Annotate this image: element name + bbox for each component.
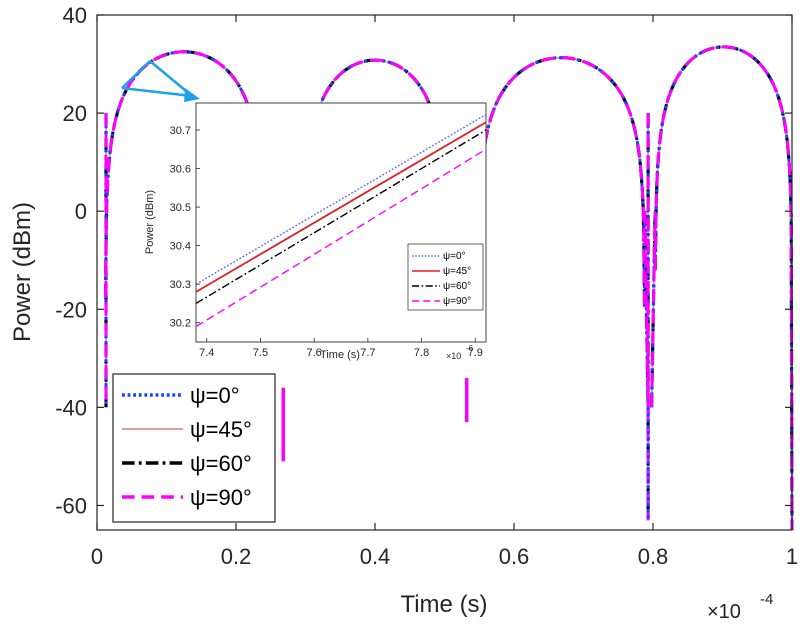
inset-legend-label-0: ψ=0° (443, 251, 466, 262)
main-x-tick-label: 0.6 (499, 544, 530, 569)
inset-ticks: 7.4 7.5 7.6 7.7 7.8 7.9 30.7 30.6 30.5 30.4 30.3 30… (170, 125, 483, 359)
main-x-tick-label: 0.4 (360, 544, 391, 569)
main-y-tick-label: -40 (55, 395, 87, 420)
main-y-tick-label: 20 (63, 101, 87, 126)
inset-x-tick-label: 7.7 (360, 347, 375, 359)
zoom-arrow-shaft (121, 86, 193, 98)
inset-y-tick-label: 30.2 (170, 318, 191, 330)
inset-series-lines (195, 113, 487, 328)
inset-x-tick-label: 7.8 (414, 347, 429, 359)
main-x-tick-label: 1 (786, 544, 798, 569)
main-axes (96, 14, 793, 531)
main-y-tick-label: -20 (55, 297, 87, 322)
inset-x-tick-label: 7.4 (199, 347, 214, 359)
inset-y-tick-label: 30.5 (170, 202, 191, 214)
inset-y-axis-label: Power (dBm) (144, 190, 156, 254)
main-legend-label-3: ψ=90° (190, 485, 252, 510)
inset-legend: ψ=0° ψ=45° ψ=60° ψ=90° (407, 243, 484, 311)
zoom-arrow-head (184, 88, 200, 102)
inset-x-tick-label: 7.5 (253, 347, 268, 359)
main-x-multiplier-base: ×10 (707, 601, 741, 623)
inset-legend-label-3: ψ=90° (443, 296, 471, 307)
main-legend-label-0: ψ=0° (190, 383, 240, 408)
inset-legend-box (407, 243, 484, 311)
main-legend-box (112, 373, 276, 523)
inset-chart: 7.4 7.5 7.6 7.7 7.8 7.9 30.7 30.6 30.5 30.4 30.3 30… (144, 102, 487, 361)
main-x-tick-label: 0.8 (638, 544, 669, 569)
main-legend: ψ=0° ψ=45° ψ=60° ψ=90° (112, 373, 276, 523)
main-x-tick-label: 0.2 (221, 544, 252, 569)
inset-x-tick-label: 7.6 (306, 347, 321, 359)
inset-legend-label-2: ψ=60° (443, 281, 471, 292)
zoom-arrow-upper (121, 60, 151, 89)
inset-y-tick-label: 30.7 (170, 125, 191, 137)
main-legend-label-1: ψ=45° (190, 417, 252, 442)
main-ticks: 0 0.2 0.4 0.6 0.8 1 40 20 0 -20 -40 -60 (55, 3, 798, 569)
main-y-axis-label: Power (dBm) (9, 202, 36, 342)
inset-x-axis-label: Time (s) (320, 349, 360, 361)
zoom-arrow (121, 60, 200, 102)
inset-series-line-3 (195, 148, 487, 328)
inset-x-tick-label: 7.9 (468, 347, 483, 359)
inset-y-tick-label: 30.6 (170, 164, 191, 176)
inset-series-line-2 (195, 129, 487, 305)
main-y-tick-label: -60 (55, 493, 87, 518)
main-plot-frame (96, 14, 793, 531)
main-legend-label-2: ψ=60° (190, 451, 252, 476)
main-x-multiplier: ×10 -4 (707, 591, 773, 623)
main-x-tick-label: 0 (91, 544, 103, 569)
inset-x-multiplier-base: ×10 (446, 351, 461, 361)
main-y-tick-label: 0 (75, 199, 87, 224)
main-series-lines (103, 45, 794, 531)
main-series-line-3 (104, 45, 794, 531)
main-y-tick-label: 40 (63, 3, 87, 28)
inset-legend-label-1: ψ=45° (443, 266, 471, 277)
inset-series-line-1 (195, 121, 487, 293)
inset-y-tick-label: 30.3 (170, 279, 191, 291)
main-x-multiplier-exponent: -4 (760, 591, 773, 608)
inset-x-multiplier: ×10 -6 (446, 344, 474, 361)
inset-y-tick-label: 30.4 (170, 241, 191, 253)
main-x-axis-label: Time (s) (400, 591, 487, 618)
inset-x-multiplier-exponent: -6 (466, 344, 474, 353)
